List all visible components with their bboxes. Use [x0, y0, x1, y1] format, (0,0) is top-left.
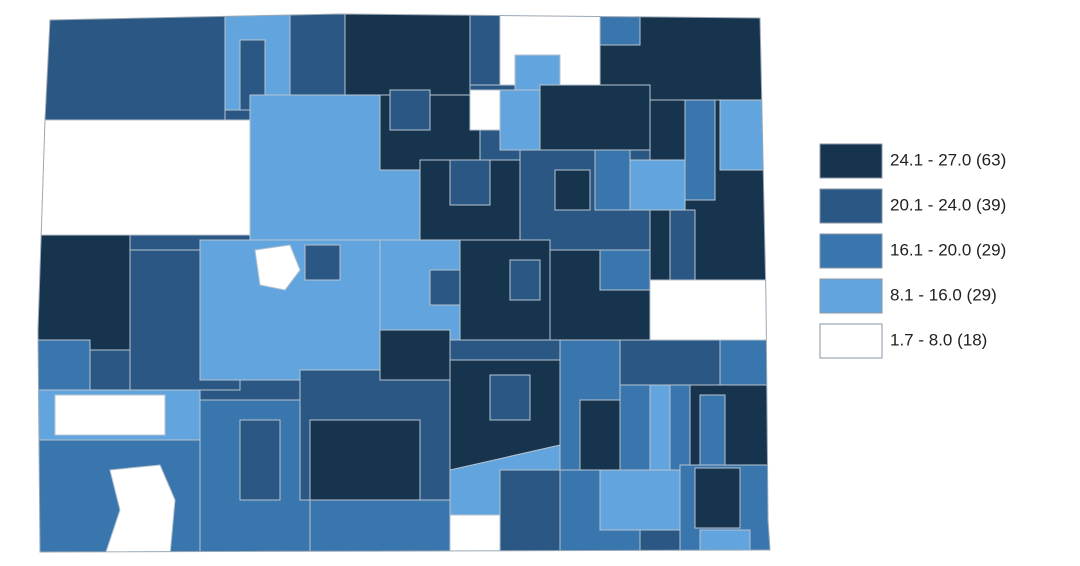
legend-swatch [819, 323, 883, 359]
county-region [594, 149, 631, 211]
county-region [629, 159, 686, 211]
legend-label: 8.1 - 16.0 (29) [890, 285, 997, 304]
county-region [619, 339, 721, 386]
legend-swatch [819, 188, 883, 224]
county-region [514, 54, 561, 91]
legend-label: 1.7 - 8.0 (18) [890, 330, 987, 349]
county-region [499, 89, 541, 151]
county-region [429, 269, 461, 306]
county-region [309, 419, 421, 501]
county-region [39, 14, 226, 121]
county-region [554, 169, 591, 211]
county-region [54, 394, 166, 436]
legend-swatch [819, 233, 883, 269]
legend-swatch [819, 143, 883, 179]
legend-label: 16.1 - 20.0 (29) [890, 240, 1006, 259]
county-region [509, 259, 541, 301]
county-region [344, 14, 471, 96]
county-region [649, 279, 770, 341]
county-region [104, 464, 176, 552]
county-region [309, 499, 451, 552]
county-region [649, 384, 671, 471]
county-region [449, 159, 491, 206]
legend-label: 24.1 - 27.0 (63) [890, 150, 1006, 169]
county-region [599, 469, 681, 531]
county-region [449, 514, 501, 552]
county-region [699, 394, 726, 466]
county-region [599, 14, 641, 46]
legend-swatch [819, 278, 883, 314]
state-outline [37, 13, 771, 553]
county-map [38, 14, 770, 552]
county-region [579, 399, 621, 471]
county-region [389, 89, 431, 131]
county-region [694, 467, 741, 529]
county-region [304, 244, 341, 281]
county-region [38, 339, 91, 391]
county-region [289, 14, 346, 101]
legend: 24.1 - 27.0 (63) 20.1 - 24.0 (39) 16.1 - 2… [819, 143, 1006, 359]
county-region [469, 89, 501, 131]
county-region [489, 374, 531, 421]
county-region [379, 329, 451, 381]
county-region [699, 529, 751, 552]
county-region [684, 99, 716, 201]
county-region [599, 249, 651, 291]
county-region [469, 14, 501, 86]
county-region [38, 119, 251, 236]
county-region [254, 244, 301, 291]
legend-label: 20.1 - 24.0 (39) [890, 195, 1006, 214]
county-region [499, 469, 561, 552]
county-region [669, 209, 696, 281]
county-region [719, 339, 770, 386]
county-region [38, 234, 131, 351]
county-region [239, 419, 281, 501]
